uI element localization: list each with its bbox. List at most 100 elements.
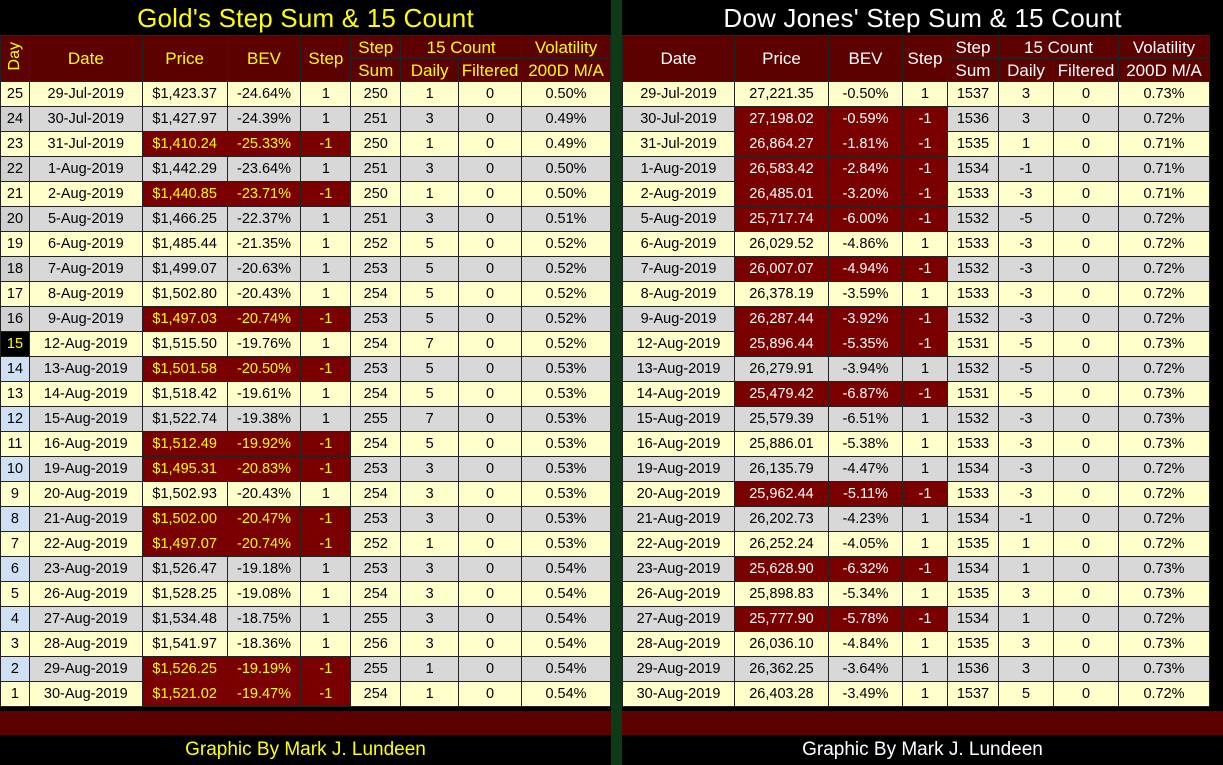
gold-day-cell: 12 (0, 406, 30, 432)
gold-step-cell: 1 (300, 481, 352, 507)
gold-date-cell: 26-Aug-2019 (28, 581, 143, 607)
dow-price-cell: 25,886.01 (734, 431, 829, 457)
dow-stepsum-header-1: Step (947, 35, 999, 59)
gold-stepsum-header-1: Step (350, 35, 402, 59)
gold-step-cell: -1 (300, 356, 352, 382)
dow-date-cell: 28-Aug-2019 (622, 631, 735, 657)
dow-stepsum-header-2: Sum (947, 58, 999, 82)
gold-day-cell: 25 (0, 81, 30, 107)
gold-day-cell: 21 (0, 181, 30, 207)
gold-step-cell: -1 (300, 456, 352, 482)
gold-price-cell: $1,502.00 (141, 506, 228, 532)
table-row: 1-Aug-2019 26,583.42 -2.84% -1 1534 -1 0 0.71% (622, 156, 1210, 182)
dow-bev-cell: -0.59% (828, 106, 903, 132)
gold-step-cell: 1 (300, 331, 352, 357)
dow-sum-cell: 1534 (947, 606, 999, 632)
dow-vol-cell: 0.71% (1118, 156, 1210, 182)
gold-sum-cell: 253 (350, 256, 402, 282)
gold-daily-header: Daily (400, 58, 460, 82)
dow-filtered-cell: 0 (1053, 406, 1119, 432)
gold-filtered-header: Filtered (458, 58, 523, 82)
dow-date-cell: 6-Aug-2019 (622, 231, 735, 257)
gold-step-cell: 1 (300, 581, 352, 607)
table-row: 11 16-Aug-2019 $1,512.49 -19.92% -1 254 5 0 0.53… (0, 431, 611, 457)
gold-filtered-cell: 0 (458, 581, 523, 607)
dow-bev-cell: -3.20% (828, 181, 903, 207)
dow-sum-cell: 1536 (947, 656, 999, 682)
dow-date-cell: 12-Aug-2019 (622, 331, 735, 357)
gold-footer: Graphic By Mark J. Lundeen (0, 735, 611, 765)
dow-step-cell: -1 (902, 131, 948, 157)
panel-divider (611, 0, 622, 765)
gold-vol-cell: 0.50% (521, 156, 611, 182)
gold-day-cell: 16 (0, 306, 30, 332)
gold-sum-cell: 251 (350, 106, 402, 132)
dow-bev-cell: -3.94% (828, 356, 903, 382)
dow-filtered-cell: 0 (1053, 581, 1119, 607)
gold-step-cell: -1 (300, 681, 352, 707)
dow-step-cell: -1 (902, 181, 948, 207)
gold-price-cell: $1,501.58 (141, 356, 228, 382)
gold-vol-cell: 0.53% (521, 431, 611, 457)
dow-vol-cell: 0.72% (1118, 456, 1210, 482)
dow-table: Date Price BEV Step Step 15 Count Volati… (622, 35, 1210, 707)
gold-filtered-cell: 0 (458, 356, 523, 382)
table-row: 6-Aug-2019 26,029.52 -4.86% 1 1533 -3 0 0.72% (622, 231, 1210, 257)
gold-step-header: Step (300, 35, 352, 82)
dow-step-cell: 1 (902, 456, 948, 482)
dow-daily-cell: -3 (998, 256, 1054, 282)
gold-date-cell: 14-Aug-2019 (28, 381, 143, 407)
dow-sum-cell: 1535 (947, 531, 999, 557)
dow-daily-cell: -3 (998, 231, 1054, 257)
dow-vol-cell: 0.73% (1118, 556, 1210, 582)
dow-bev-cell: -6.32% (828, 556, 903, 582)
gold-vol-cell: 0.52% (521, 281, 611, 307)
gold-daily-cell: 3 (400, 206, 460, 232)
gold-date-cell: 9-Aug-2019 (28, 306, 143, 332)
dow-price-cell: 25,898.83 (734, 581, 829, 607)
dow-vol-cell: 0.72% (1118, 206, 1210, 232)
dow-price-cell: 26,583.42 (734, 156, 829, 182)
dow-bev-header: BEV (828, 35, 903, 82)
table-row: 13 14-Aug-2019 $1,518.42 -19.61% 1 254 5 0 0.53% (0, 381, 611, 407)
gold-daily-cell: 7 (400, 406, 460, 432)
dow-bev-cell: -5.38% (828, 431, 903, 457)
table-row: 21 2-Aug-2019 $1,440.85 -23.71% -1 250 1 0 0.50% (0, 181, 611, 207)
dow-vol-cell: 0.73% (1118, 631, 1210, 657)
gold-vol-cell: 0.53% (521, 381, 611, 407)
gold-bev-cell: -19.92% (226, 431, 302, 457)
dow-daily-cell: -5 (998, 356, 1054, 382)
gold-sum-cell: 254 (350, 331, 402, 357)
gold-daily-cell: 3 (400, 106, 460, 132)
dow-daily-cell: 3 (998, 631, 1054, 657)
gold-day-cell: 15 (0, 331, 30, 357)
dow-sum-cell: 1535 (947, 631, 999, 657)
gold-day-cell: 10 (0, 456, 30, 482)
gold-bev-cell: -19.76% (226, 331, 302, 357)
table-row: 25 29-Jul-2019 $1,423.37 -24.64% 1 250 1 0 0.50% (0, 81, 611, 107)
gold-bev-cell: -20.83% (226, 456, 302, 482)
table-row: 29-Jul-2019 27,221.35 -0.50% 1 1537 3 0 0.73% (622, 81, 1210, 107)
table-row: 1 30-Aug-2019 $1,521.02 -19.47% -1 254 1 0 0.54% (0, 681, 611, 707)
gold-daily-cell: 5 (400, 231, 460, 257)
dow-vol-cell: 0.72% (1118, 231, 1210, 257)
dow-step-cell: 1 (902, 506, 948, 532)
dow-filtered-cell: 0 (1053, 281, 1119, 307)
dow-filtered-header: Filtered (1053, 58, 1119, 82)
gold-daily-cell: 5 (400, 381, 460, 407)
gold-day-cell: 18 (0, 256, 30, 282)
gold-day-cell: 13 (0, 381, 30, 407)
gold-filtered-cell: 0 (458, 556, 523, 582)
gold-price-cell: $1,485.44 (141, 231, 228, 257)
gold-step-cell: -1 (300, 656, 352, 682)
gold-sum-cell: 254 (350, 681, 402, 707)
dow-filtered-cell: 0 (1053, 631, 1119, 657)
dow-sum-cell: 1532 (947, 406, 999, 432)
gold-filtered-cell: 0 (458, 431, 523, 457)
gold-daily-cell: 3 (400, 631, 460, 657)
gold-vol-cell: 0.54% (521, 631, 611, 657)
dow-filtered-cell: 0 (1053, 256, 1119, 282)
gold-price-cell: $1,440.85 (141, 181, 228, 207)
gold-bev-cell: -24.64% (226, 81, 302, 107)
